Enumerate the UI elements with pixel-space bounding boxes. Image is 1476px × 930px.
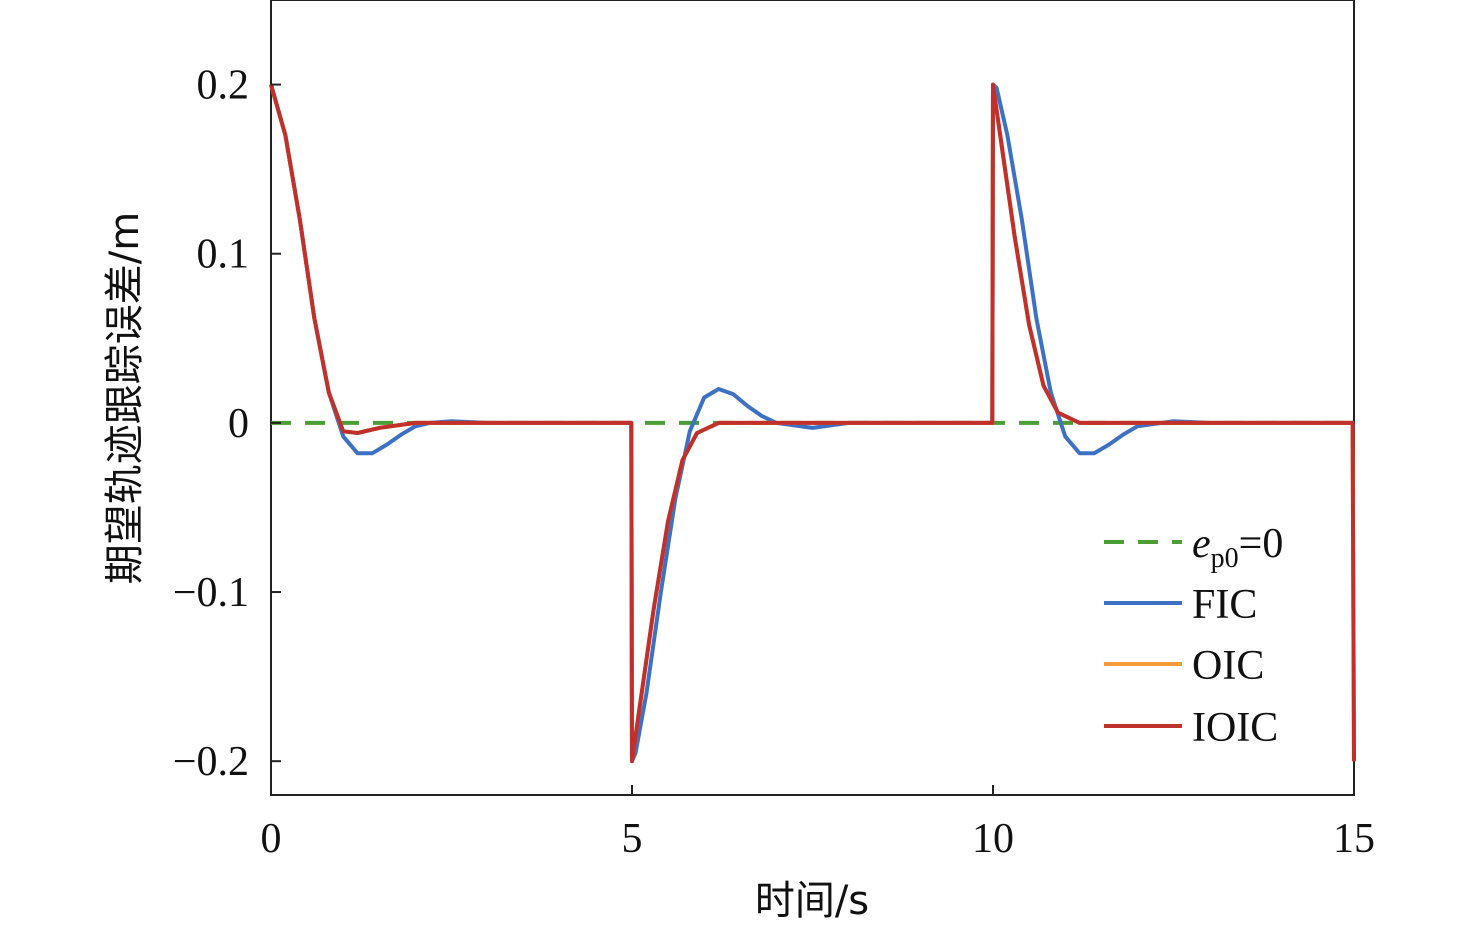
- y-tick-label: 0: [228, 401, 249, 447]
- y-tick-label: −0.2: [173, 739, 249, 785]
- legend-label: IOIC: [1192, 705, 1278, 751]
- x-tick-label: 5: [622, 816, 643, 862]
- x-tick-label: 15: [1333, 816, 1375, 862]
- legend-label: ep0=0: [1192, 521, 1283, 574]
- y-tick-label: 0.2: [197, 63, 250, 109]
- x-axis-title: 时间/s: [755, 878, 869, 924]
- y-axis-title: 期望轨迹跟踪误差/m: [102, 212, 148, 584]
- y-tick-label: 0.1: [197, 232, 250, 278]
- series-line-fic: [269, 82, 1353, 764]
- series-line-ioic: [269, 82, 1356, 764]
- x-tick-label: 0: [261, 816, 282, 862]
- series-layer: [269, 82, 1356, 764]
- plot-frame: [270, 0, 1355, 796]
- x-tick-label: 10: [972, 816, 1014, 862]
- y-tick-label: −0.1: [173, 570, 249, 616]
- legend-label: OIC: [1192, 643, 1264, 689]
- x-axis-ticks: 0 5 10 15: [261, 785, 1375, 862]
- y-axis-ticks: 0.2 0.1 0 −0.1 −0.2: [173, 63, 281, 785]
- legend: ep0=0 FIC OIC IOIC: [1104, 521, 1283, 751]
- legend-label: FIC: [1192, 582, 1257, 628]
